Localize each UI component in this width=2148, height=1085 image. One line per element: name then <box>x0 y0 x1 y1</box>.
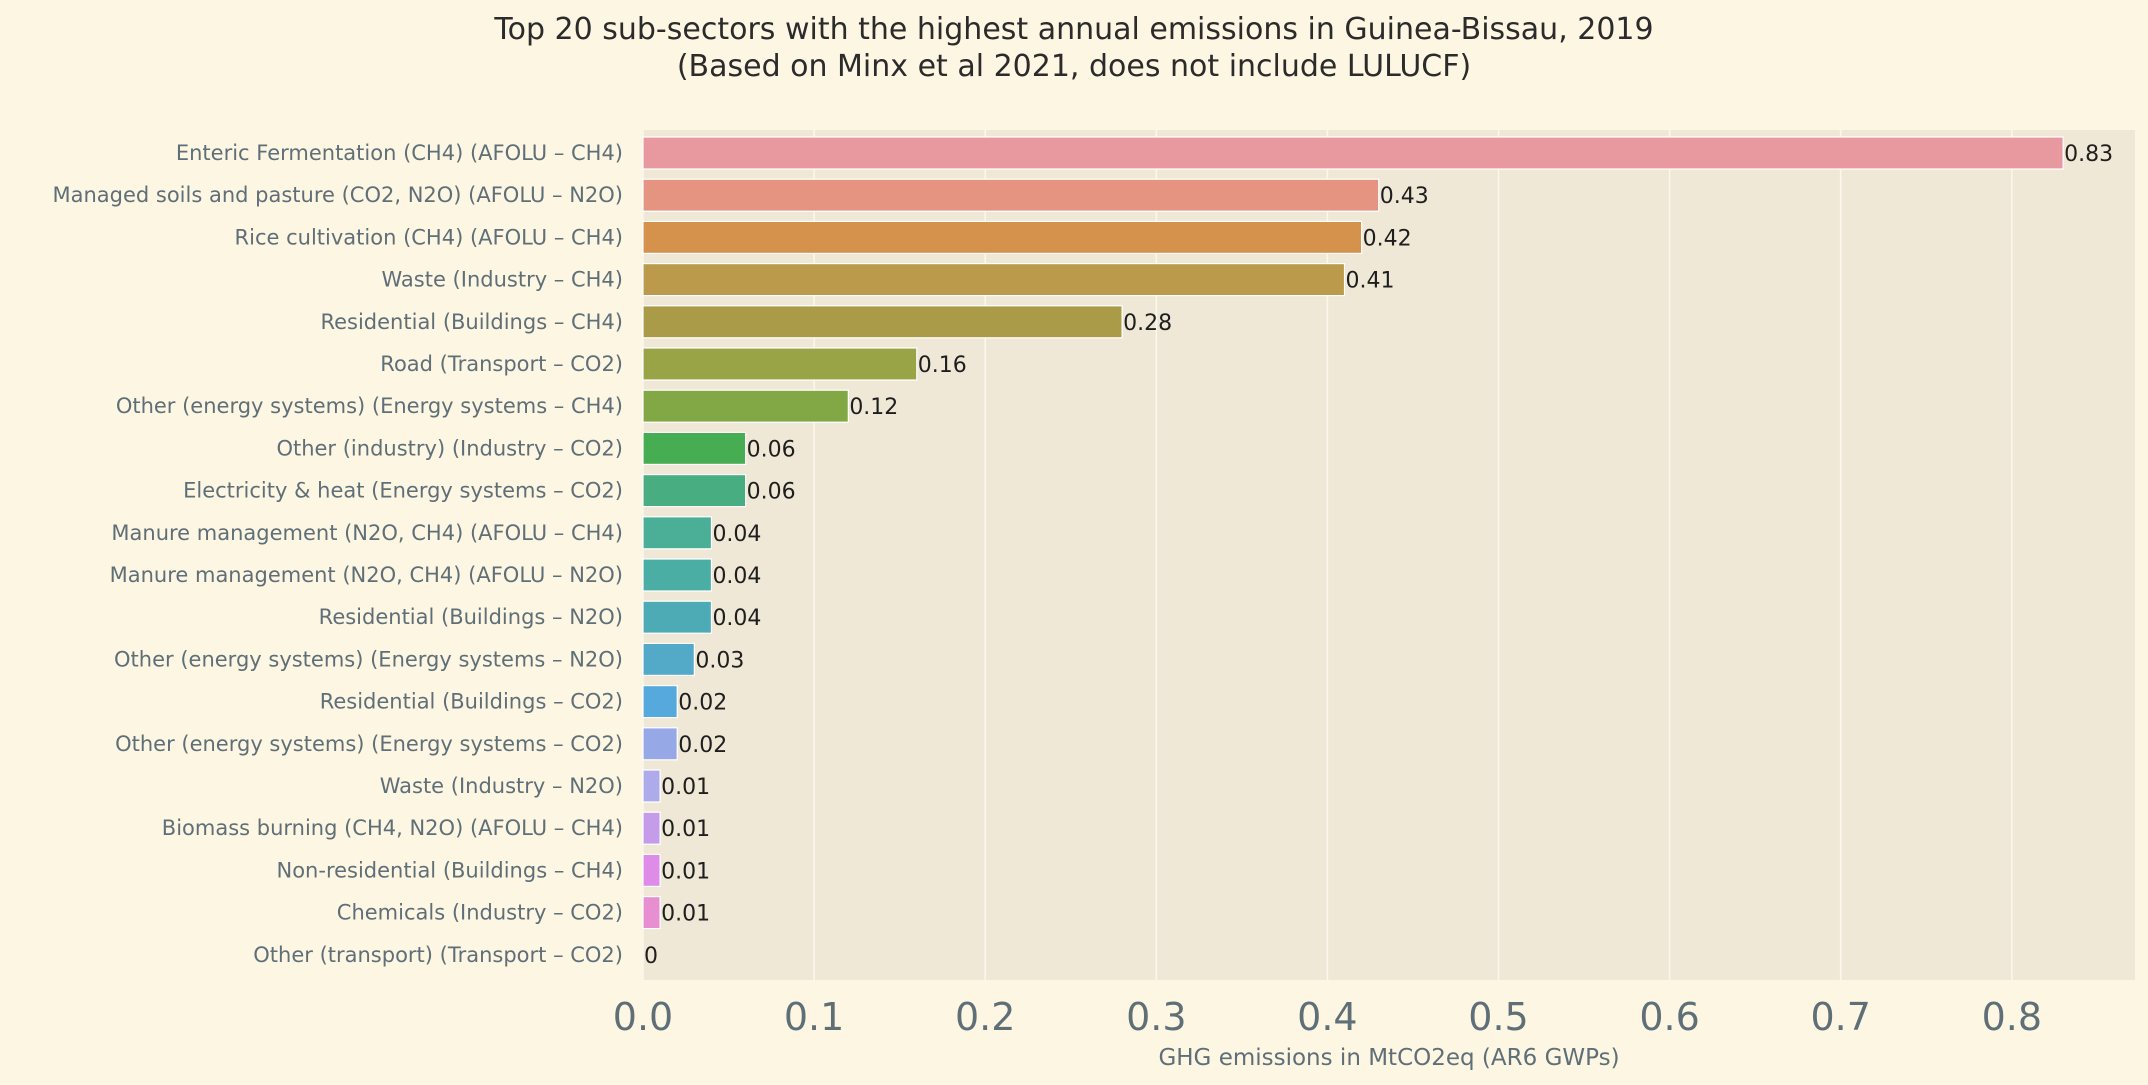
x-tick-label: 0.1 <box>784 995 844 1039</box>
data-label: 0.83 <box>2064 142 2113 167</box>
data-label: 0.16 <box>918 353 967 378</box>
category-label: Managed soils and pasture (CO2, N2O) (AF… <box>52 183 623 207</box>
category-label: Residential (Buildings – CO2) <box>320 690 623 714</box>
bar <box>642 389 849 423</box>
bar <box>642 642 695 677</box>
bar <box>642 600 713 634</box>
data-label: 0.01 <box>661 859 710 884</box>
category-label: Enteric Fermentation (CH4) (AFOLU – CH4) <box>176 141 623 165</box>
bars <box>642 136 2064 930</box>
data-label: 0.02 <box>678 691 727 716</box>
chart-title: Top 20 sub-sectors with the highest annu… <box>493 12 1653 47</box>
data-label: 0.41 <box>1346 269 1395 294</box>
bar <box>642 431 747 465</box>
bar <box>642 263 1346 297</box>
data-label: 0.12 <box>849 395 898 420</box>
x-tick-label: 0.2 <box>955 995 1015 1039</box>
category-label: Non-residential (Buildings – CH4) <box>277 858 624 882</box>
bar <box>642 220 1363 254</box>
category-label: Waste (Industry – CH4) <box>382 268 624 292</box>
bar <box>642 769 661 803</box>
bar <box>642 727 678 761</box>
data-label: 0.04 <box>712 522 761 547</box>
bar <box>642 305 1123 339</box>
bar <box>642 684 678 719</box>
category-label: Waste (Industry – N2O) <box>380 774 623 798</box>
x-tick-label: 0.3 <box>1126 995 1186 1039</box>
value-labels: 0.83 0.43 0.42 0.41 0.28 0.16 0.12 0.06 0.06 0.04… <box>644 142 2113 969</box>
data-label: 0.28 <box>1123 311 1172 336</box>
chart-subtitle: (Based on Minx et al 2021, does not incl… <box>677 49 1471 84</box>
x-tick-labels: 0.0 0.1 0.2 0.3 0.4 0.5 0.6 0.7 0.8 <box>613 995 2042 1039</box>
x-tick-label: 0.8 <box>1982 995 2042 1039</box>
x-tick-label: 0.7 <box>1810 995 1870 1039</box>
x-axis-label: GHG emissions in MtCO2eq (AR6 GWPs) <box>1158 1045 1619 1071</box>
category-label: Residential (Buildings – CH4) <box>320 310 623 334</box>
category-label: Manure management (N2O, CH4) (AFOLU – N2… <box>110 563 623 587</box>
bar <box>642 136 2064 170</box>
bar <box>642 853 661 888</box>
data-label: 0.01 <box>661 817 710 842</box>
category-label: Residential (Buildings – N2O) <box>319 605 623 629</box>
bar <box>642 558 713 592</box>
data-label: 0.01 <box>661 902 710 927</box>
bar <box>642 474 747 508</box>
bar <box>642 347 918 381</box>
category-label: Other (energy systems) (Energy systems –… <box>116 394 623 418</box>
data-label: 0.42 <box>1363 226 1412 251</box>
category-label: Road (Transport – CO2) <box>380 352 623 376</box>
x-tick-label: 0.0 <box>613 995 673 1039</box>
category-label: Other (industry) (Industry – CO2) <box>276 436 623 460</box>
data-label: 0.03 <box>695 648 744 673</box>
data-label: 0.06 <box>747 437 796 462</box>
category-labels: Enteric Fermentation (CH4) (AFOLU – CH4)… <box>52 141 623 967</box>
category-label: Other (energy systems) (Energy systems –… <box>114 647 623 671</box>
plot-area <box>643 130 2135 980</box>
category-label: Chemicals (Industry – CO2) <box>337 901 623 925</box>
data-label: 0.43 <box>1380 184 1429 209</box>
data-label: 0.06 <box>747 480 796 505</box>
bar <box>642 516 713 550</box>
x-tick-label: 0.5 <box>1468 995 1528 1039</box>
data-label: 0.04 <box>712 564 761 589</box>
bar <box>642 178 1380 212</box>
category-label: Other (transport) (Transport – CO2) <box>253 943 623 967</box>
category-label: Manure management (N2O, CH4) (AFOLU – CH… <box>111 521 623 545</box>
category-label: Biomass burning (CH4, N2O) (AFOLU – CH4) <box>162 816 623 840</box>
bar <box>642 895 661 930</box>
data-label: 0.04 <box>712 606 761 631</box>
data-label: 0.02 <box>678 733 727 758</box>
bar <box>642 811 661 845</box>
x-tick-label: 0.4 <box>1297 995 1357 1039</box>
data-label: 0.01 <box>661 775 710 800</box>
data-label: 0 <box>644 944 658 969</box>
x-tick-label: 0.6 <box>1639 995 1699 1039</box>
category-label: Electricity & heat (Energy systems – CO2… <box>183 479 623 503</box>
category-label: Rice cultivation (CH4) (AFOLU – CH4) <box>235 225 623 249</box>
category-label: Other (energy systems) (Energy systems –… <box>115 732 623 756</box>
